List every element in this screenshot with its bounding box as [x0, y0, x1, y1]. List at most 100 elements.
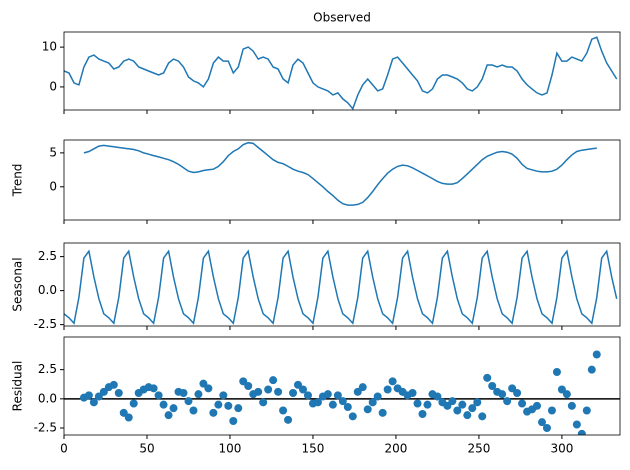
axes-frame: [63, 139, 621, 221]
residual-point: [577, 429, 586, 435]
residual-point: [478, 412, 487, 421]
y-tick-label: -2.5: [34, 421, 57, 435]
residual-point: [567, 401, 576, 410]
residual-point: [179, 389, 188, 397]
residual-point: [254, 387, 263, 396]
residual-point: [109, 380, 118, 389]
residual-point: [303, 391, 312, 400]
series-line: [83, 141, 597, 206]
residual-point: [164, 411, 173, 420]
series-line: [64, 36, 618, 110]
x-tick-label: 0: [60, 442, 68, 456]
residual-point: [458, 400, 467, 409]
residual-point: [473, 398, 482, 407]
panel-title: Observed: [313, 11, 371, 25]
residual-point: [582, 406, 591, 415]
residual-point: [244, 382, 253, 390]
residual-point: [124, 413, 133, 422]
residual-point: [114, 389, 123, 397]
x-tick-label: 250: [467, 442, 490, 456]
residual-point: [537, 418, 546, 427]
residual-point: [552, 368, 561, 376]
residual-point: [378, 408, 387, 417]
residual-point: [219, 391, 228, 400]
residual-point: [453, 406, 462, 415]
residual-point: [592, 350, 601, 359]
residual-point: [373, 392, 382, 401]
residual-point: [388, 377, 397, 386]
residual-point: [149, 384, 158, 393]
y-tick-label: -2.5: [34, 317, 57, 331]
residual-point: [488, 382, 497, 390]
residual-point: [194, 390, 203, 399]
residual-point: [259, 398, 268, 407]
residual-point: [129, 399, 138, 408]
residual-point: [313, 398, 322, 407]
axes-frame: [63, 336, 621, 436]
residual-point: [503, 397, 512, 406]
residual-point: [234, 404, 243, 413]
residual-point: [229, 417, 238, 425]
residual-point: [433, 392, 442, 401]
residual-point: [383, 385, 392, 394]
residual-point: [204, 384, 213, 393]
x-tick-label: 150: [302, 442, 325, 456]
y-tick-label: 2.5: [38, 362, 57, 376]
y-tick-label: 0: [49, 79, 57, 93]
residual-point: [323, 390, 332, 399]
residual-point: [209, 408, 218, 417]
residual-point: [274, 387, 283, 396]
residual-point: [348, 412, 357, 421]
residual-point: [338, 397, 347, 406]
residual-point: [84, 391, 93, 400]
residual-point: [328, 400, 337, 409]
residual-point: [463, 411, 472, 420]
x-tick-label: 300: [550, 442, 573, 456]
residual-point: [154, 391, 163, 400]
residual-point: [169, 404, 178, 413]
residual-point: [358, 383, 367, 392]
residual-point: [423, 400, 432, 409]
x-tick-label: 100: [219, 442, 242, 456]
residual-point: [279, 406, 288, 415]
residual-point: [298, 385, 307, 394]
residual-point: [483, 373, 492, 382]
residual-point: [448, 397, 457, 406]
series-line: [64, 249, 618, 325]
residual-point: [572, 420, 581, 429]
residual-point: [562, 390, 571, 399]
residual-point: [363, 405, 372, 414]
y-tick-label: 5: [49, 145, 57, 159]
y-tick-label: 2.5: [38, 249, 57, 263]
residual-point: [264, 385, 273, 394]
y-axis-label: Residual: [11, 361, 25, 412]
x-tick-label: 200: [384, 442, 407, 456]
residual-point: [343, 403, 352, 411]
axes-frame: [63, 242, 621, 327]
residual-point: [189, 406, 198, 415]
residual-point: [368, 398, 377, 407]
residual-point: [542, 424, 551, 432]
residual-point: [224, 401, 233, 410]
residual-point: [408, 389, 417, 397]
residual-point: [289, 389, 298, 397]
residual-point: [418, 410, 427, 418]
residual-point: [214, 400, 223, 409]
y-tick-label: 0.0: [38, 283, 57, 297]
residual-point: [513, 389, 522, 397]
residual-point: [587, 365, 596, 374]
y-tick-label: 10: [42, 40, 57, 54]
y-axis-label: Trend: [11, 164, 25, 198]
residual-point: [89, 398, 98, 407]
residual-point: [468, 404, 477, 413]
y-tick-label: 0.0: [38, 391, 57, 405]
axes-frame: [63, 31, 621, 111]
residual-point: [184, 397, 193, 406]
residual-point: [284, 415, 293, 424]
x-tick-label: 50: [139, 442, 154, 456]
residual-point: [498, 390, 507, 399]
residual-point: [518, 399, 527, 408]
residual-point: [413, 399, 422, 408]
residual-point: [533, 401, 542, 410]
